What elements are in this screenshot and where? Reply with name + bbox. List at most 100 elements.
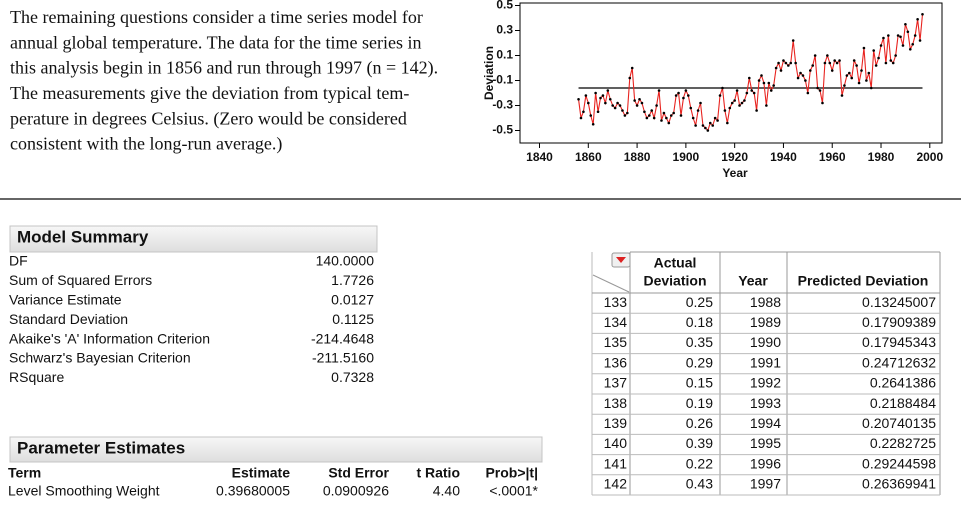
param-cell: Level Smoothing Weight [8, 483, 160, 499]
x-tick-label: 1920 [721, 150, 748, 164]
x-tick-label: 1900 [673, 150, 700, 164]
data-point [850, 76, 854, 80]
data-point [899, 35, 902, 39]
data-point [618, 104, 622, 107]
table-cell: 1997 [750, 476, 781, 492]
table-cell: 1992 [750, 375, 781, 391]
data-point [755, 109, 758, 112]
data-point [596, 110, 600, 114]
data-point [767, 81, 771, 85]
data-point [860, 69, 863, 72]
table-header: Year [738, 273, 768, 289]
model-summary-title: Model Summary [17, 227, 149, 246]
data-point [872, 49, 875, 52]
data-point [816, 86, 819, 90]
data-point [694, 124, 697, 127]
table-cell: 0.24712632 [862, 354, 936, 370]
row-number: 137 [604, 375, 628, 391]
data-point [801, 74, 805, 77]
data-point [874, 64, 878, 67]
data-point [608, 97, 612, 101]
data-point [869, 86, 873, 90]
menu-icon[interactable] [611, 252, 631, 268]
data-point [584, 94, 588, 97]
data-point [845, 74, 849, 77]
data-point [901, 44, 905, 47]
data-point [706, 129, 710, 132]
data-point [896, 34, 900, 37]
row-number: 138 [604, 395, 628, 411]
data-point [635, 104, 639, 107]
data-point [699, 101, 702, 105]
table-cell: 0.26 [686, 415, 713, 431]
data-point [818, 89, 822, 92]
summary-value: 0.7328 [331, 369, 374, 385]
data-point [921, 12, 924, 16]
data-point [784, 61, 788, 65]
data-point [752, 91, 756, 95]
param-cell: 0.0900926 [323, 483, 389, 499]
table-cell: 0.18 [686, 314, 713, 330]
table-cell: 1995 [750, 435, 781, 451]
table-cell: 0.20740135 [862, 415, 936, 431]
data-point [913, 34, 917, 37]
data-point [657, 89, 661, 92]
table-cell: 0.2641386 [870, 375, 936, 391]
data-point [865, 79, 868, 82]
table-cell: 0.29 [686, 354, 713, 370]
y-tick-label: 0.3 [496, 23, 513, 37]
data-point [621, 109, 624, 112]
data-point [762, 81, 766, 85]
data-point [628, 76, 632, 80]
parameter-estimates-header [9, 436, 543, 463]
data-point [589, 114, 593, 117]
intro-line: The measurements give the deviation from… [10, 83, 409, 103]
summary-label: Akaike's 'A' Information Criterion [9, 330, 210, 346]
x-tick-label: 1940 [770, 150, 797, 164]
data-point [840, 94, 844, 97]
data-point [711, 124, 715, 127]
param-cell: <.0001* [489, 483, 538, 499]
data-point [582, 110, 585, 114]
data-point [660, 119, 663, 122]
data-point [855, 64, 858, 67]
data-point [667, 121, 671, 125]
param-header: Estimate [232, 465, 291, 481]
data-point [747, 76, 751, 80]
x-axis-label: Year [722, 166, 748, 180]
data-point [867, 71, 871, 75]
y-tick-label: -0.3 [492, 98, 513, 112]
intro-line: annual global temperature. The data for … [10, 32, 422, 52]
data-point [745, 91, 749, 95]
intro-line: this analysis begin in 1856 and run thro… [10, 58, 438, 79]
data-point [879, 44, 883, 47]
data-point [843, 84, 846, 87]
data-point [647, 114, 651, 117]
data-point [650, 109, 654, 112]
plot-frame [519, 2, 943, 144]
data-point [813, 54, 817, 57]
menu-triangle [616, 257, 626, 263]
data-point [684, 89, 688, 92]
data-point [738, 104, 741, 107]
header-diagonal [592, 274, 630, 293]
summary-value: 140.0000 [316, 253, 375, 269]
data-point [630, 66, 634, 70]
data-point [777, 61, 780, 65]
data-point [704, 126, 707, 130]
summary-value: 1.7726 [331, 272, 374, 288]
data-point [723, 109, 727, 112]
data-point [799, 71, 802, 75]
data-point [662, 111, 666, 115]
summary-label: Variance Estimate [9, 292, 122, 308]
x-tick-label: 1880 [624, 150, 651, 164]
data-point [911, 42, 915, 46]
x-tick-label: 2000 [916, 150, 943, 164]
param-header: Term [8, 465, 41, 481]
table-cell: 0.35 [686, 334, 713, 350]
table-cell: 0.25 [686, 294, 713, 310]
data-point [757, 79, 761, 82]
data-point [687, 94, 690, 97]
data-point [623, 114, 627, 117]
summary-value: -211.5160 [312, 350, 374, 366]
